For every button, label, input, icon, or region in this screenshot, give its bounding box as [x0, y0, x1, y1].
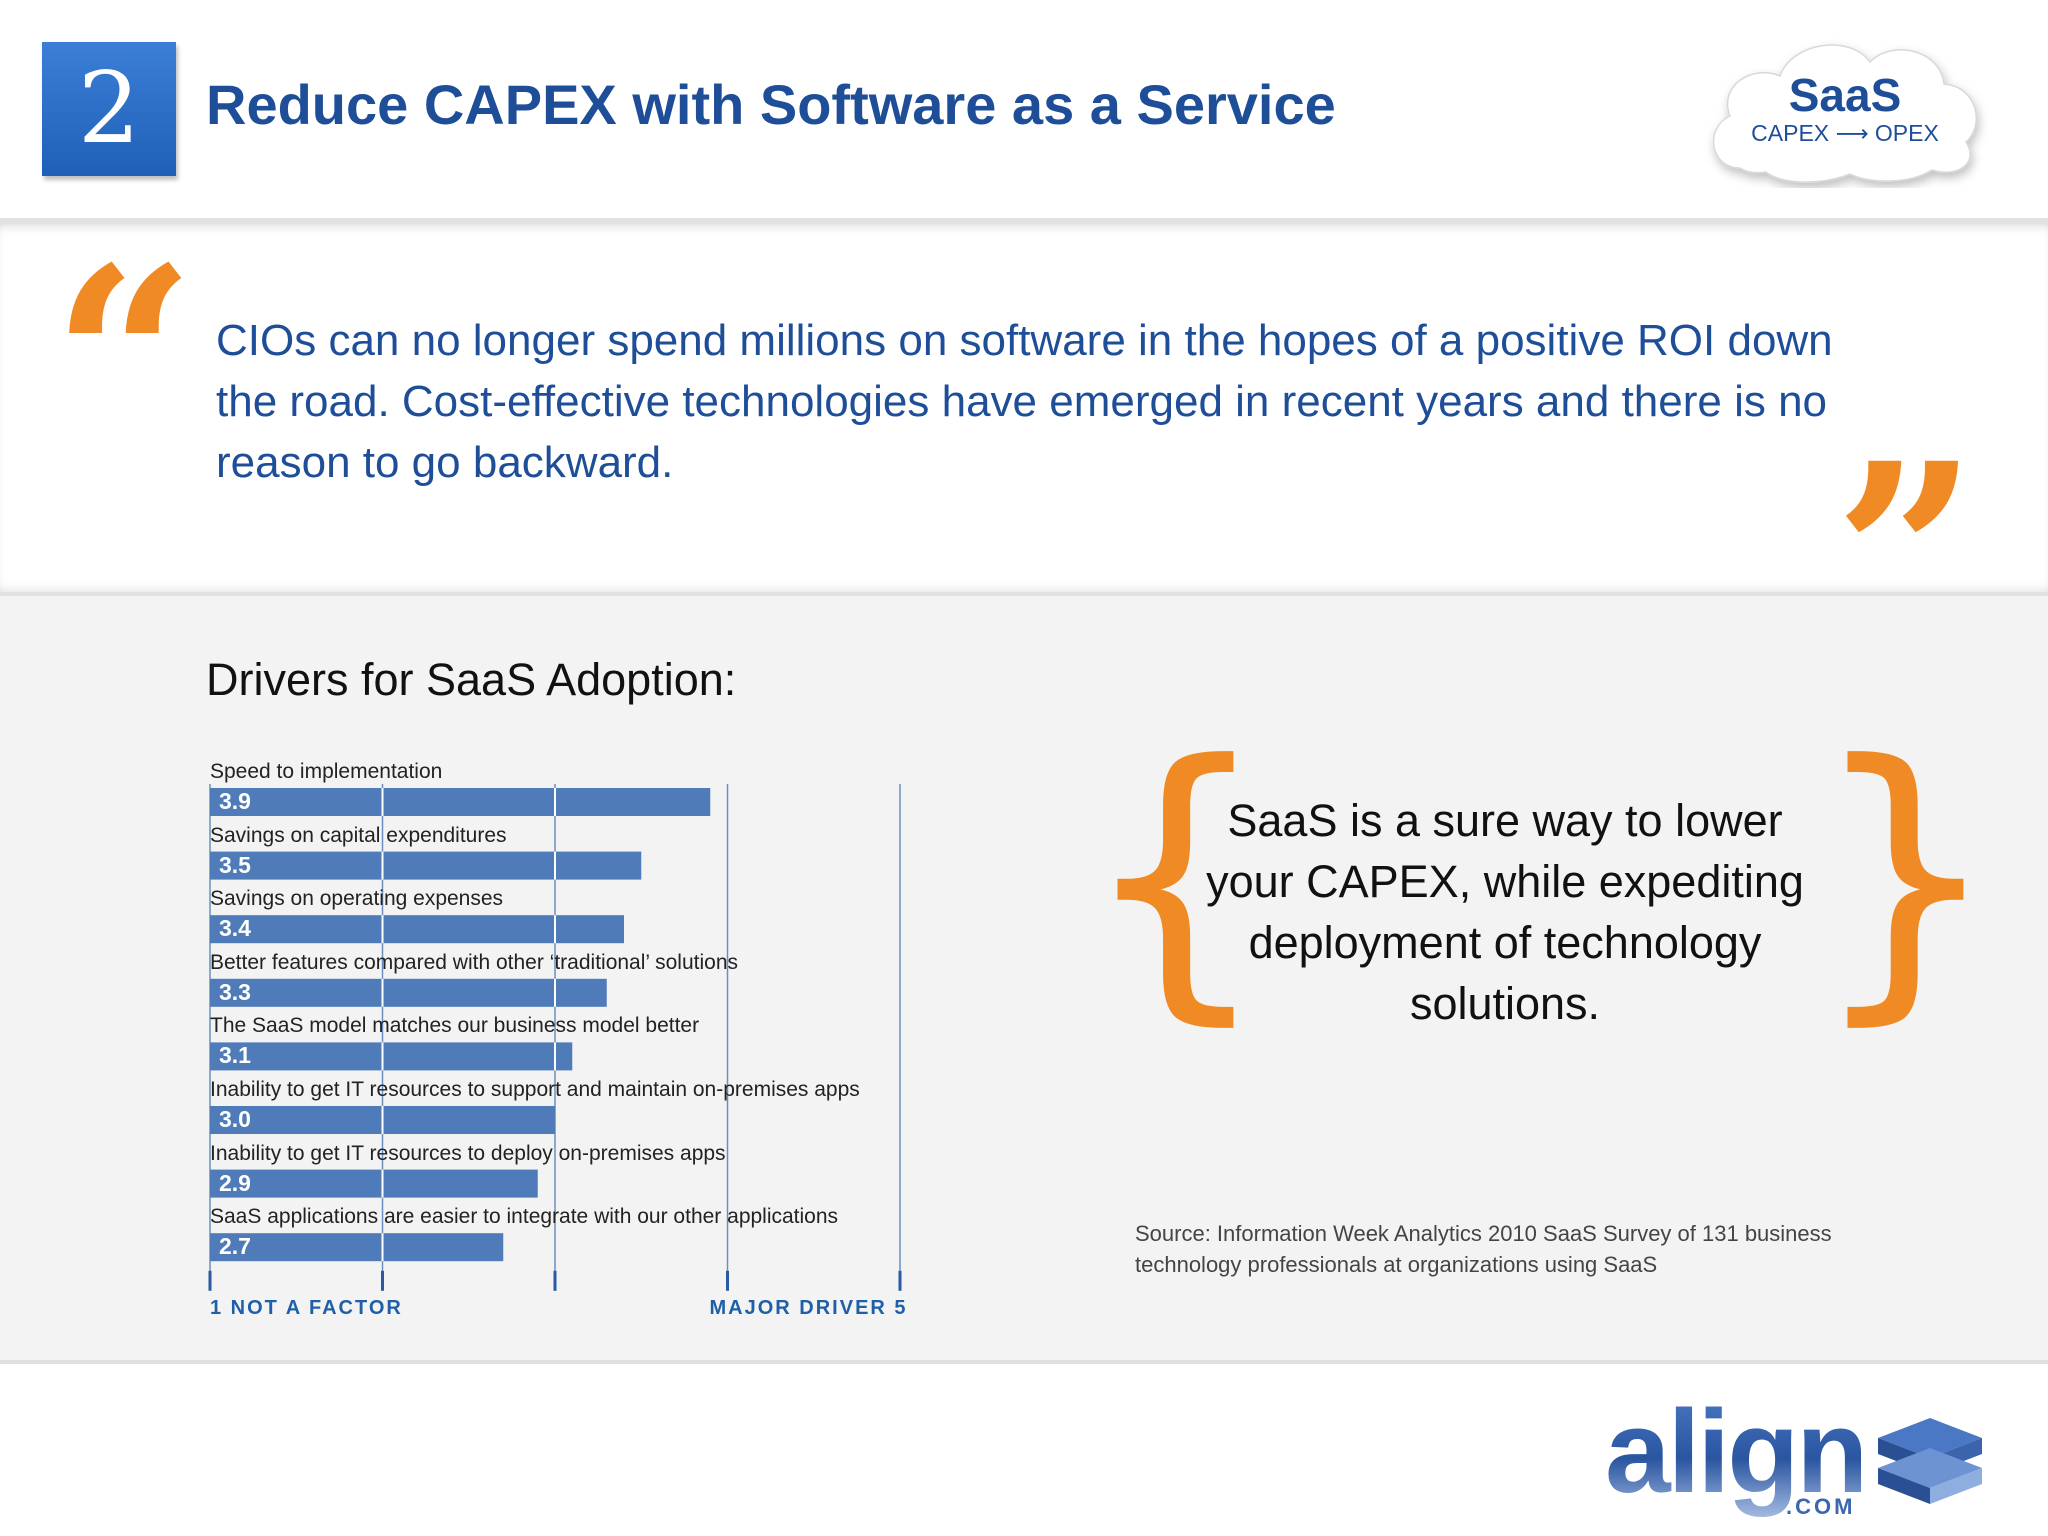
bar-value-label: 2.9 [219, 1169, 251, 1196]
page-title: Reduce CAPEX with Software as a Service [206, 73, 1336, 136]
badge-subtitle: CAPEX ⟶ OPEX [1751, 120, 1939, 146]
cloud-icon [1712, 44, 1977, 183]
bar [210, 978, 607, 1007]
bar [210, 1169, 538, 1198]
bar-category-label: Savings on operating expenses [210, 887, 504, 911]
badge-title: SaaS [1788, 69, 1902, 121]
slide-footer: align .COM [0, 1360, 2048, 1536]
align-logo-text: align [1605, 1386, 1868, 1518]
main-content: Drivers for SaaS Adoption: Speed to impl… [0, 596, 2048, 1360]
bar-category-label: Savings on capital expenditures [210, 823, 507, 847]
bar-category-label: Inability to get IT resources to deploy … [210, 1141, 726, 1165]
bar-category-label: Speed to implementation [210, 760, 443, 783]
bar-category-label: The SaaS model matches our business mode… [210, 1014, 700, 1038]
bar-value-label: 3.0 [219, 1106, 251, 1132]
bar-category-label: Inability to get IT resources to support… [210, 1078, 860, 1101]
slide-header: 2 Reduce CAPEX with Software as a Servic… [0, 0, 2048, 218]
source-note: Source: Information Week Analytics 2010 … [1135, 1221, 1832, 1277]
align-logo-suffix: .COM [1786, 1494, 1856, 1519]
bar-value-label: 3.5 [219, 851, 251, 878]
callout-text: SaaS is a sure way to lower your CAPEX, … [1206, 795, 1804, 1029]
quote-text: CIOs can no longer spend millions on sof… [216, 316, 1833, 487]
bar [210, 851, 642, 880]
chart-heading: Drivers for SaaS Adoption: [206, 654, 737, 705]
bar [210, 788, 711, 816]
bar [210, 1042, 573, 1071]
x-axis-label-right: MAJOR DRIVER 5 [709, 1296, 908, 1319]
open-quote-icon: “ [52, 212, 196, 506]
align-logo-stack-icon [1878, 1418, 1982, 1504]
x-axis-label-left: 1 NOT A FACTOR [210, 1296, 403, 1319]
bar-category-label: Better features compared with other ‘tra… [210, 950, 738, 974]
close-brace-icon: } [1810, 701, 2001, 1050]
bar [210, 915, 624, 944]
slide-number-badge: 2 [42, 42, 176, 176]
bar-value-label: 3.1 [219, 1042, 251, 1069]
quote-section: “ CIOs can no longer spend millions on s… [0, 212, 2048, 680]
bar [210, 1233, 504, 1262]
open-brace-icon: { [1080, 701, 1271, 1050]
saas-cloud-badge: SaaS CAPEX ⟶ OPEX [1700, 28, 1990, 188]
bar-value-label: 3.4 [219, 915, 251, 942]
bar-category-label: SaaS applications are easier to integrat… [210, 1205, 839, 1229]
bar-value-label: 2.7 [219, 1233, 251, 1260]
drivers-bar-chart [208, 784, 902, 1291]
bar-value-label: 3.3 [219, 978, 251, 1005]
bar-value-label: 3.9 [219, 788, 251, 814]
